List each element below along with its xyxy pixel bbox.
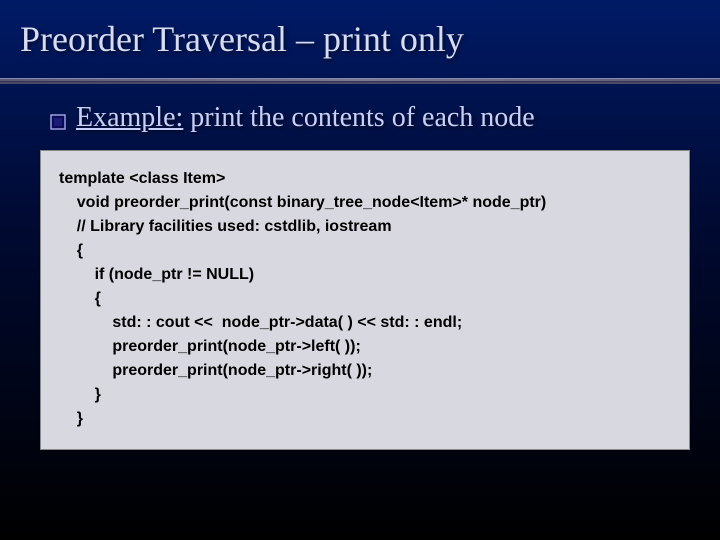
bullet-text: Example: print the contents of each node — [76, 102, 535, 134]
code-line: } — [59, 407, 671, 431]
code-line: template <class Item> — [59, 167, 671, 191]
title-area: Preorder Traversal – print only — [0, 0, 720, 70]
code-line: } — [59, 383, 671, 407]
code-line: preorder_print(node_ptr->left( )); — [59, 335, 671, 359]
code-line: if (node_ptr != NULL) — [59, 263, 671, 287]
code-line: void preorder_print(const binary_tree_no… — [59, 191, 671, 215]
code-line: // Library facilities used: cstdlib, ios… — [59, 215, 671, 239]
content-area: Example: print the contents of each node… — [0, 84, 720, 450]
code-line: { — [59, 239, 671, 263]
code-line: std: : cout << node_ptr->data( ) << std:… — [59, 311, 671, 335]
bullet-label-underlined: Example: — [76, 102, 183, 133]
code-line: preorder_print(node_ptr->right( )); — [59, 359, 671, 383]
code-line: { — [59, 287, 671, 311]
bullet-row: Example: print the contents of each node — [50, 102, 680, 134]
bullet-label-rest: print the contents of each node — [183, 102, 534, 133]
bullet-square-icon — [50, 114, 66, 130]
slide-title: Preorder Traversal – print only — [20, 18, 700, 60]
code-box: template <class Item> void preorder_prin… — [40, 150, 690, 450]
